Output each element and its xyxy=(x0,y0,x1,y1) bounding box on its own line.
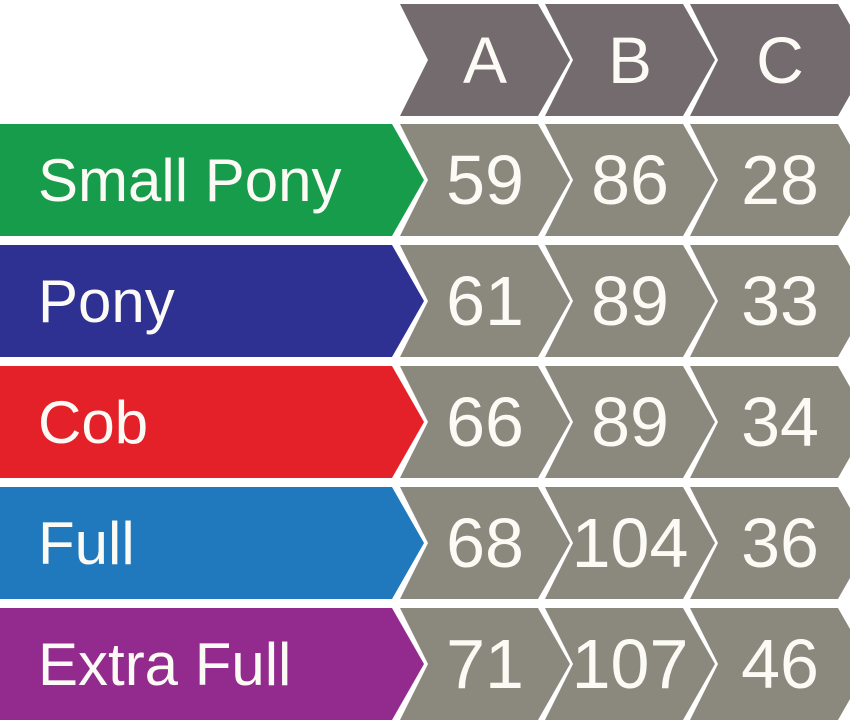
value-cell: 59 xyxy=(400,124,570,236)
table-row-small-pony: Small Pony 59 86 28 xyxy=(0,124,850,236)
value-cell: 86 xyxy=(545,124,715,236)
value-cell: 104 xyxy=(545,487,715,599)
row-label-small-pony: Small Pony xyxy=(0,124,424,236)
table-row-extra-full: Extra Full 71 107 46 xyxy=(0,608,850,720)
value-cell: 34 xyxy=(690,366,850,478)
value-text: 59 xyxy=(446,141,524,219)
value-cell: 68 xyxy=(400,487,570,599)
value-cell: 71 xyxy=(400,608,570,720)
value-text: 89 xyxy=(591,383,669,461)
value-text: 33 xyxy=(741,262,819,340)
value-text: 71 xyxy=(446,625,524,703)
value-text: 36 xyxy=(741,504,819,582)
value-text: 61 xyxy=(446,262,524,340)
column-header-a: A xyxy=(400,4,570,116)
column-header-label: A xyxy=(462,23,508,97)
value-cell: 66 xyxy=(400,366,570,478)
value-text: 34 xyxy=(741,383,819,461)
value-text: 66 xyxy=(446,383,524,461)
value-text: 104 xyxy=(571,504,689,582)
value-text: 46 xyxy=(741,625,819,703)
row-label-text: Full xyxy=(38,509,135,577)
table-row-pony: Pony 61 89 33 xyxy=(0,245,850,357)
row-label-pony: Pony xyxy=(0,245,424,357)
column-header-label: C xyxy=(756,23,804,97)
row-label-text: Extra Full xyxy=(38,630,292,698)
value-text: 107 xyxy=(571,625,689,703)
value-text: 28 xyxy=(741,141,819,219)
row-label-text: Pony xyxy=(38,267,175,335)
value-cell: 61 xyxy=(400,245,570,357)
table-row-cob: Cob 66 89 34 xyxy=(0,366,850,478)
value-cell: 107 xyxy=(545,608,715,720)
header-row: A B C xyxy=(0,4,850,116)
value-cell: 89 xyxy=(545,366,715,478)
value-cell: 89 xyxy=(545,245,715,357)
value-text: 86 xyxy=(591,141,669,219)
value-text: 68 xyxy=(446,504,524,582)
row-label-text: Small Pony xyxy=(38,146,342,214)
row-label-text: Cob xyxy=(38,388,149,456)
column-header-b: B xyxy=(545,4,715,116)
value-text: 89 xyxy=(591,262,669,340)
row-label-full: Full xyxy=(0,487,424,599)
row-label-cob: Cob xyxy=(0,366,424,478)
table-row-full: Full 68 104 36 xyxy=(0,487,850,599)
column-header-label: B xyxy=(607,23,653,97)
row-label-extra-full: Extra Full xyxy=(0,608,424,720)
